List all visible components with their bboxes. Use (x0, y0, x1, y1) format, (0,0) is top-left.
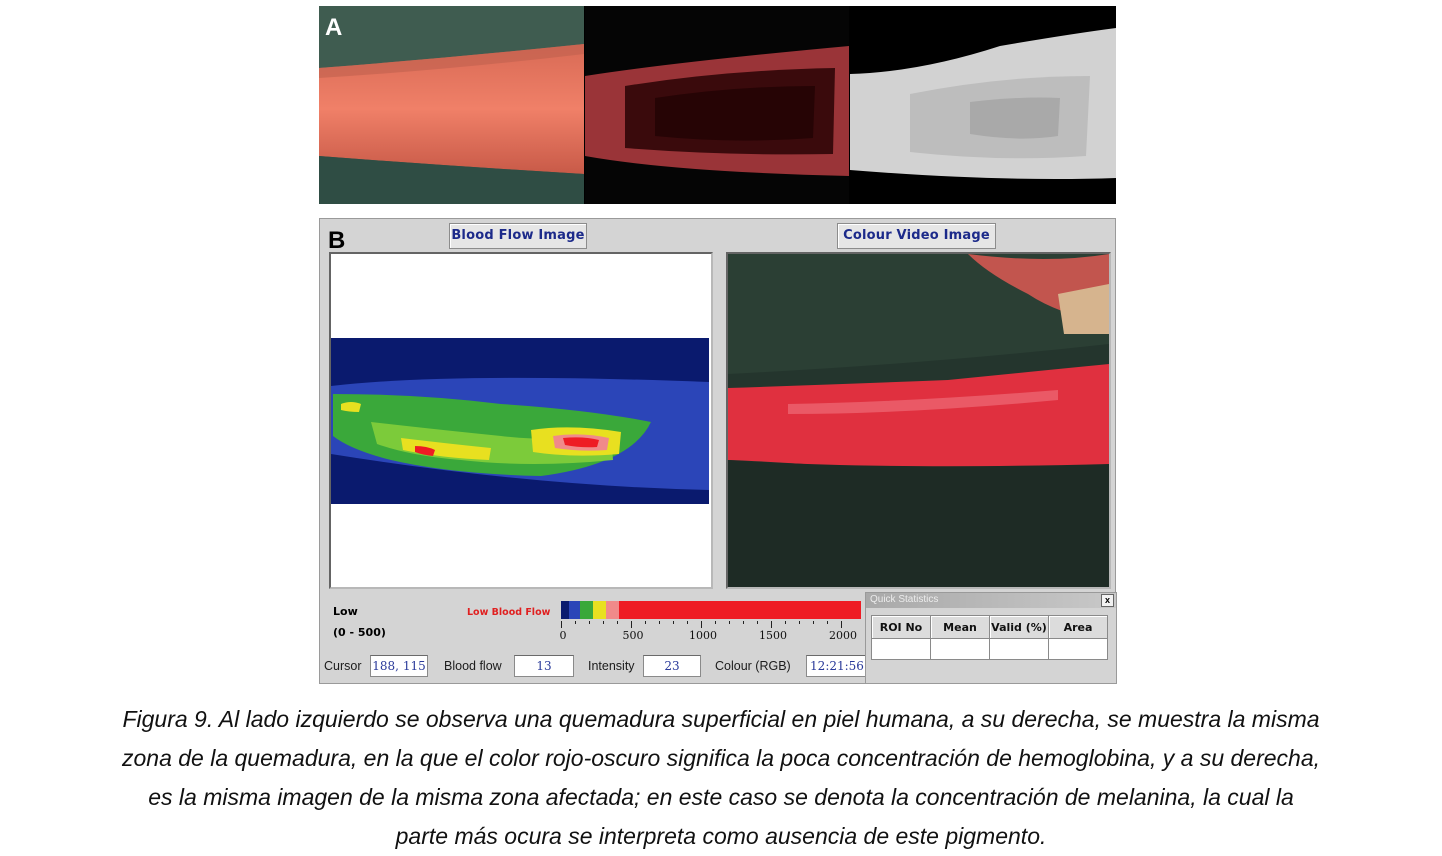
scale-tick (575, 621, 576, 624)
caption-line-3: es la misma imagen de la misma zona afec… (148, 784, 1294, 810)
panel-b-label: B (328, 227, 346, 254)
quick-statistics-title: Quick Statistics (870, 594, 939, 605)
scale-tick-label: 2000 (829, 629, 857, 642)
scale-tick (757, 621, 758, 624)
scale-tick (827, 621, 828, 624)
colour-video-image-button[interactable]: Colour Video Image (837, 223, 996, 249)
time-field[interactable]: 12:21:56 (806, 655, 868, 677)
blood-flow-image-button[interactable]: Blood Flow Image (449, 223, 587, 249)
figure-caption: Figura 9. Al lado izquierdo se observa u… (0, 700, 1442, 856)
quick-statistics-window: Quick Statistics x ROI No Mean Valid (%)… (865, 592, 1117, 684)
scale-color-segment (619, 601, 861, 619)
scale-color-segment (580, 601, 593, 619)
scale-tick-label: 1000 (689, 629, 717, 642)
caption-line-1: Figura 9. Al lado izquierdo se observa u… (122, 706, 1320, 732)
table-cell[interactable] (930, 638, 990, 660)
scale-tick (631, 621, 632, 628)
scale-color-segment (593, 601, 606, 619)
burn-photo-image (319, 6, 584, 204)
caption-line-4: parte más ocura se interpreta como ausen… (395, 823, 1047, 849)
leg-colour-photo (728, 254, 1109, 587)
colour-rgb-label: Colour (RGB) (715, 659, 791, 673)
panel-a-label: A (325, 14, 343, 41)
roi-no-header[interactable]: ROI No (871, 615, 931, 639)
table-cell[interactable] (871, 638, 931, 660)
table-row (871, 638, 1108, 660)
scale-tick (701, 621, 702, 628)
intensity-field[interactable]: 23 (643, 655, 701, 677)
low-blood-flow-label: Low Blood Flow (467, 607, 551, 618)
scale-color-segment (569, 601, 580, 619)
scale-tick (729, 621, 730, 624)
blood-flow-image-view[interactable] (329, 252, 713, 589)
scale-tick (645, 621, 646, 624)
scale-tick (659, 621, 660, 624)
colour-video-image-view[interactable] (726, 252, 1111, 589)
quick-statistics-titlebar[interactable]: Quick Statistics x (866, 593, 1116, 608)
color-scale-bar (561, 601, 861, 619)
close-icon[interactable]: x (1101, 594, 1114, 607)
scale-color-segment (606, 601, 619, 619)
scale-tick (799, 621, 800, 624)
scale-tick (785, 621, 786, 624)
scale-tick (687, 621, 688, 624)
scale-range-label: (0 - 500) (333, 626, 386, 639)
valid-percent-header[interactable]: Valid (%) (989, 615, 1049, 639)
scale-tick (771, 621, 772, 628)
scale-tick (841, 621, 842, 628)
scale-tick (715, 621, 716, 624)
scale-low-label: Low (333, 605, 358, 618)
scale-tick (589, 621, 590, 624)
scale-ticks: 0 500 1000 1500 2000 (559, 621, 861, 643)
scale-tick (813, 621, 814, 624)
scale-tick-label: 500 (622, 629, 644, 642)
blood-flow-scale: Low (0 - 500) Low Blood Flow 0 500 1000 150… (323, 597, 868, 647)
panel-a-image-strip: A (319, 6, 1116, 204)
blood-flow-heatmap (331, 338, 709, 504)
scale-tick (603, 621, 604, 624)
table-cell[interactable] (1048, 638, 1108, 660)
scale-tick (673, 621, 674, 624)
cursor-field[interactable]: 188, 115 (370, 655, 428, 677)
scale-tick-label: 0 (559, 629, 567, 642)
melanin-map-image (850, 6, 1116, 204)
blood-flow-label: Blood flow (444, 659, 502, 673)
table-cell[interactable] (989, 638, 1049, 660)
scale-tick (617, 621, 618, 624)
scale-tick (743, 621, 744, 624)
blood-flow-field[interactable]: 13 (514, 655, 574, 677)
area-header[interactable]: Area (1048, 615, 1108, 639)
status-field-row: Cursor 188, 115 Blood flow 13 Intensity … (320, 652, 868, 680)
scale-tick (561, 621, 562, 628)
hemoglobin-map-image (585, 6, 849, 204)
scale-color-segment (561, 601, 569, 619)
scale-tick-label: 1500 (759, 629, 787, 642)
cursor-label: Cursor (324, 659, 362, 673)
caption-line-2: zona de la quemadura, en la que el color… (121, 745, 1321, 771)
intensity-label: Intensity (588, 659, 635, 673)
quick-statistics-table: ROI No Mean Valid (%) Area (871, 615, 1108, 660)
panel-b-software-window: B Blood Flow Image Colour Video Image (319, 218, 1117, 684)
mean-header[interactable]: Mean (930, 615, 990, 639)
